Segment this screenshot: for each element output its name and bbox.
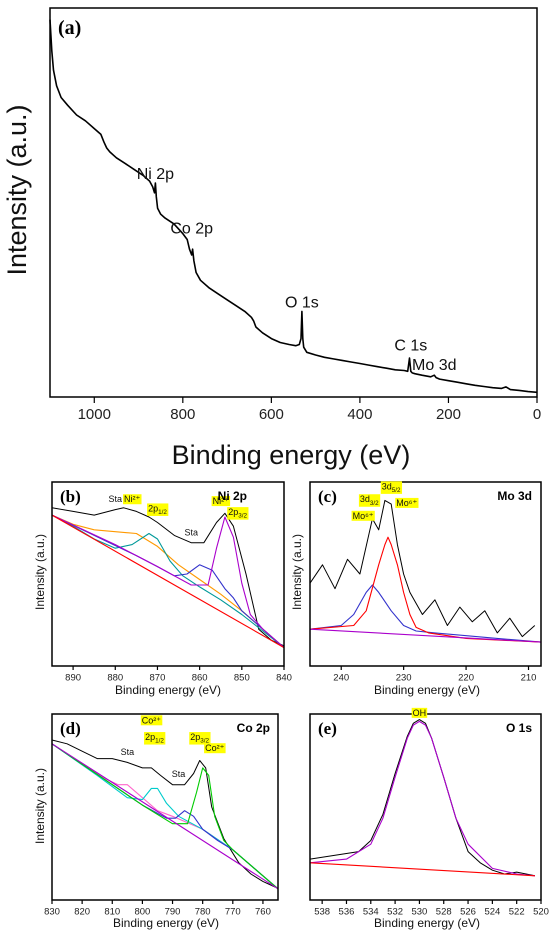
plot-frame-c bbox=[309, 481, 542, 667]
x-tick-label-b-0: 890 bbox=[65, 673, 81, 684]
x-tick-label-e-7: 524 bbox=[484, 907, 500, 918]
series-line-e-2 bbox=[309, 862, 535, 877]
annotation-a-4: Mo 3d bbox=[412, 357, 456, 374]
annotation-b-1: Ni²⁺ bbox=[124, 494, 140, 504]
annotation-highlight-d-2 bbox=[144, 732, 166, 745]
plot-frame-b bbox=[51, 481, 285, 667]
x-tick-label-b-4: 850 bbox=[234, 673, 250, 684]
series-line-b-4 bbox=[51, 514, 285, 649]
annotation-a-1: Co 2p bbox=[170, 221, 213, 238]
series-line-c-1 bbox=[309, 584, 542, 643]
x-tick-label-d-6: 770 bbox=[225, 907, 241, 918]
annotation-b-3: Sta bbox=[184, 527, 198, 537]
annotation-highlight-c-3 bbox=[395, 497, 419, 508]
annotation-highlight-e-0 bbox=[411, 707, 428, 718]
x-tick-label-e-4: 530 bbox=[411, 907, 427, 918]
annotation-highlight-b-4 bbox=[211, 496, 231, 507]
x-tick-label-a-3: 400 bbox=[347, 406, 372, 423]
panel-e: 538 536 534 532 530 528 526 524 522 520 OH bbox=[309, 707, 549, 918]
x-tick-label-c-0: 240 bbox=[333, 673, 349, 684]
series-line-d-4 bbox=[51, 743, 279, 890]
x-tick-label-e-2: 534 bbox=[363, 907, 379, 918]
series-line-a-0 bbox=[49, 19, 538, 394]
x-tick-label-c-2: 220 bbox=[458, 673, 474, 684]
annotation-a-3: C 1s bbox=[394, 337, 427, 354]
annotation-b-4: Ni²⁺ bbox=[213, 496, 229, 506]
annotation-c-0: 3d3/2 bbox=[360, 494, 379, 507]
annotation-highlight-d-5 bbox=[204, 743, 226, 754]
x-tick-label-a-4: 200 bbox=[436, 406, 461, 423]
x-tick-label-e-3: 532 bbox=[387, 907, 403, 918]
annotation-c-2: 3d5/2 bbox=[382, 481, 401, 494]
x-tick-label-d-5: 780 bbox=[195, 907, 211, 918]
annotation-a-2: O 1s bbox=[285, 295, 319, 312]
x-tick-label-e-6: 526 bbox=[460, 907, 476, 918]
annotation-c-1: Mo⁶⁺ bbox=[353, 511, 374, 521]
annotation-d-0: Sta bbox=[121, 747, 135, 757]
x-tick-label-a-5: 0 bbox=[533, 406, 541, 423]
annotation-b-5: 2p3/2 bbox=[228, 507, 247, 520]
annotation-highlight-c-0 bbox=[358, 494, 381, 507]
series-line-b-0 bbox=[51, 507, 285, 647]
annotation-d-4: 2p3/2 bbox=[190, 732, 209, 745]
series-line-d-0 bbox=[51, 739, 276, 888]
x-tick-label-e-1: 536 bbox=[339, 907, 355, 918]
annotation-highlight-d-1 bbox=[140, 715, 163, 726]
annotation-highlight-b-2 bbox=[147, 503, 169, 516]
series-line-c-0 bbox=[309, 499, 536, 638]
annotation-d-2: 2p1/2 bbox=[145, 732, 164, 745]
annotation-d-3: Sta bbox=[172, 769, 186, 779]
x-tick-label-e-8: 522 bbox=[509, 907, 525, 918]
series-line-d-5 bbox=[51, 743, 279, 890]
x-tick-label-b-1: 880 bbox=[107, 673, 123, 684]
x-tick-label-e-0: 538 bbox=[314, 907, 330, 918]
series-line-b-5 bbox=[51, 514, 285, 649]
annotation-e-0: OH bbox=[413, 708, 427, 718]
annotation-d-1: Co²⁺ bbox=[142, 715, 162, 725]
plot-frame-a bbox=[49, 7, 538, 398]
x-tick-label-a-1: 800 bbox=[170, 406, 195, 423]
annotation-highlight-d-4 bbox=[189, 732, 211, 745]
annotation-highlight-c-2 bbox=[380, 481, 403, 494]
x-tick-label-b-3: 860 bbox=[192, 673, 208, 684]
series-line-e-1 bbox=[309, 720, 535, 877]
x-tick-label-d-0: 830 bbox=[44, 907, 60, 918]
x-tick-label-b-2: 870 bbox=[150, 673, 166, 684]
x-tick-label-a-2: 600 bbox=[259, 406, 284, 423]
panel-d: 830 820 810 800 790 780 770 760 Sta Co²⁺ 2p1/2 Sta 2… bbox=[44, 713, 279, 918]
x-tick-label-d-3: 800 bbox=[134, 907, 150, 918]
annotation-b-2: 2p1/2 bbox=[148, 503, 167, 516]
series-line-b-2 bbox=[51, 514, 285, 649]
x-tick-label-d-2: 810 bbox=[104, 907, 120, 918]
series-line-e-0 bbox=[309, 719, 535, 877]
x-tick-label-d-7: 760 bbox=[255, 907, 271, 918]
annotation-highlight-c-1 bbox=[351, 510, 375, 521]
plot-frame-d bbox=[51, 713, 279, 901]
annotation-d-5: Co²⁺ bbox=[205, 743, 225, 753]
panel-a: 1000 800 600 400 200 0 Ni 2p Co 2p O 1s C 1s Mo 3d bbox=[49, 7, 541, 423]
x-tick-label-c-3: 210 bbox=[521, 673, 537, 684]
x-tick-label-e-9: 520 bbox=[533, 907, 549, 918]
annotation-b-0: Sta bbox=[109, 494, 123, 504]
x-tick-label-a-0: 1000 bbox=[78, 406, 111, 423]
annotation-highlight-b-1 bbox=[123, 494, 142, 505]
series-line-c-3 bbox=[309, 628, 542, 643]
annotation-a-0: Ni 2p bbox=[137, 166, 174, 183]
panel-c: 240 230 220 210 3d3/2 Mo⁶⁺ 3d5/2 Mo⁶⁺ bbox=[309, 481, 542, 684]
x-tick-label-b-5: 840 bbox=[276, 673, 292, 684]
x-tick-label-e-5: 528 bbox=[436, 907, 452, 918]
series-line-c-2 bbox=[309, 536, 542, 643]
x-tick-label-d-4: 790 bbox=[165, 907, 181, 918]
x-tick-label-c-1: 230 bbox=[396, 673, 412, 684]
annotation-highlight-b-5 bbox=[227, 507, 249, 520]
x-tick-label-d-1: 820 bbox=[74, 907, 90, 918]
annotation-c-3: Mo⁶⁺ bbox=[396, 498, 417, 508]
